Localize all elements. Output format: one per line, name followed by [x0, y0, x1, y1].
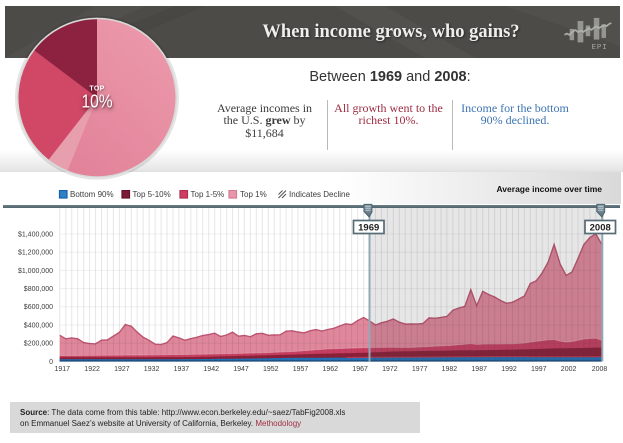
svg-text:10%: 10%: [81, 91, 112, 112]
svg-text:$200,000: $200,000: [24, 341, 53, 348]
svg-text:1969: 1969: [358, 223, 379, 234]
svg-text:1947: 1947: [233, 366, 249, 373]
svg-text:1977: 1977: [412, 366, 428, 373]
svg-text:1987: 1987: [471, 366, 487, 373]
svg-text:1937: 1937: [174, 366, 190, 373]
svg-text:EPI: EPI: [592, 44, 608, 52]
svg-text:0: 0: [49, 359, 53, 366]
svg-text:1957: 1957: [293, 366, 309, 373]
svg-text:1922: 1922: [84, 366, 100, 373]
svg-text:$1,000,000: $1,000,000: [18, 268, 53, 275]
svg-text:1942: 1942: [203, 366, 219, 373]
svg-text:1967: 1967: [352, 366, 368, 373]
svg-text:TOP: TOP: [89, 86, 104, 93]
svg-text:2002: 2002: [561, 366, 577, 373]
svg-text:$400,000: $400,000: [24, 322, 53, 329]
svg-text:1927: 1927: [114, 366, 130, 373]
svg-text:2008: 2008: [590, 223, 611, 234]
svg-text:1952: 1952: [263, 366, 279, 373]
svg-text:2008: 2008: [592, 366, 608, 373]
svg-text:1992: 1992: [501, 366, 517, 373]
svg-text:1997: 1997: [531, 366, 547, 373]
svg-text:1932: 1932: [144, 366, 160, 373]
svg-text:1982: 1982: [442, 366, 458, 373]
svg-text:1917: 1917: [55, 366, 71, 373]
svg-text:1972: 1972: [382, 366, 398, 373]
svg-text:1962: 1962: [323, 366, 339, 373]
svg-text:$600,000: $600,000: [24, 304, 53, 311]
svg-text:$800,000: $800,000: [24, 286, 53, 293]
svg-text:$1,400,000: $1,400,000: [18, 231, 53, 238]
svg-text:$1,200,000: $1,200,000: [18, 250, 53, 257]
